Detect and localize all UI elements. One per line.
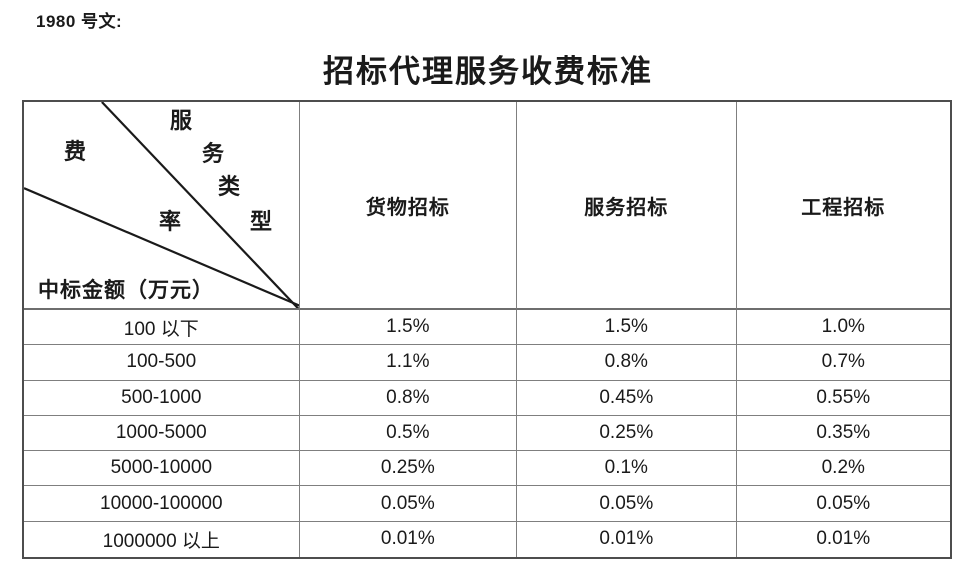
diagonal-line-lower — [24, 187, 299, 307]
rate-cell-engineering: 0.55% — [736, 381, 950, 416]
corner-label-fee-rate-char: 费 — [64, 139, 87, 164]
rate-cell-goods: 1.1% — [299, 345, 518, 381]
diagonal-line-upper — [101, 102, 299, 308]
page-title: 招标代理服务收费标准 — [323, 54, 653, 89]
rate-cell-engineering: 1.0% — [736, 310, 950, 346]
range-cell: 500-1000 — [24, 380, 300, 416]
corner-label-amount: 中标金额（万元） — [38, 278, 214, 302]
rate-cell-services: 0.01% — [517, 521, 737, 557]
range-cell: 1000000 以上 — [24, 521, 300, 557]
rate-cell-services: 1.5% — [517, 310, 737, 346]
rate-cell-services: 0.25% — [517, 415, 737, 452]
diagonal-lines — [24, 102, 299, 308]
corner-label-service-type-char: 务 — [202, 141, 225, 166]
fee-table: 服 务 类 型 费 率 中标金额（万元） 货物招标 服务招标 工程招标 100 … — [22, 100, 952, 559]
rate-cell-services: 0.8% — [517, 345, 737, 381]
rate-cell-goods: 0.8% — [299, 380, 518, 416]
range-cell: 5000-10000 — [24, 451, 300, 487]
range-cell: 1000-5000 — [24, 415, 300, 452]
rate-cell-engineering: 0.7% — [736, 345, 950, 381]
range-cell: 100 以下 — [24, 310, 300, 346]
rate-cell-goods: 1.5% — [299, 310, 518, 346]
column-header-services: 服务招标 — [517, 102, 737, 310]
range-cell: 100-500 — [24, 345, 300, 381]
column-header-engineering: 工程招标 — [736, 102, 950, 310]
rate-cell-goods: 0.01% — [300, 521, 518, 557]
rate-cell-engineering: 0.01% — [816, 528, 871, 550]
rate-cell-goods: 0.05% — [299, 486, 518, 522]
doc-number: 1980 号文: — [36, 12, 123, 31]
rate-cell-engineering: 0.05% — [736, 486, 950, 522]
column-header-goods: 货物招标 — [299, 102, 518, 310]
rate-cell-services: 0.05% — [517, 486, 737, 522]
corner-label-service-type-char: 型 — [250, 209, 273, 234]
rate-cell-goods: 0.5% — [299, 415, 518, 452]
corner-label-service-type-char: 类 — [218, 174, 241, 199]
rate-cell-services: 0.1% — [517, 451, 737, 487]
rate-cell-engineering: 0.2% — [736, 451, 950, 487]
rate-cell-services: 0.45% — [517, 380, 737, 416]
corner-label-service-type-char: 服 — [170, 108, 193, 133]
corner-header-cell: 服 务 类 型 费 率 中标金额（万元） — [24, 102, 300, 310]
rate-cell-engineering: 0.35% — [736, 416, 950, 452]
corner-label-fee-rate-char: 率 — [159, 209, 182, 234]
range-cell: 10000-100000 — [24, 486, 300, 522]
rate-cell-goods: 0.25% — [299, 451, 518, 487]
